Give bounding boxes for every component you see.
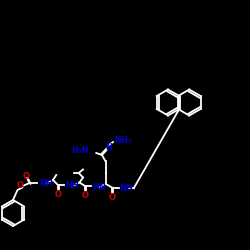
Text: O: O [109,192,116,202]
Text: HN: HN [92,182,106,192]
Text: NH: NH [65,181,79,190]
Text: NH₂: NH₂ [114,136,132,145]
Text: O: O [17,181,24,190]
Text: H₂N: H₂N [71,146,89,155]
Text: O: O [54,190,62,199]
Text: N: N [105,144,112,152]
Text: O: O [23,172,30,181]
Text: O: O [82,191,89,200]
Text: NH: NH [120,184,134,193]
Text: NH: NH [39,178,52,188]
